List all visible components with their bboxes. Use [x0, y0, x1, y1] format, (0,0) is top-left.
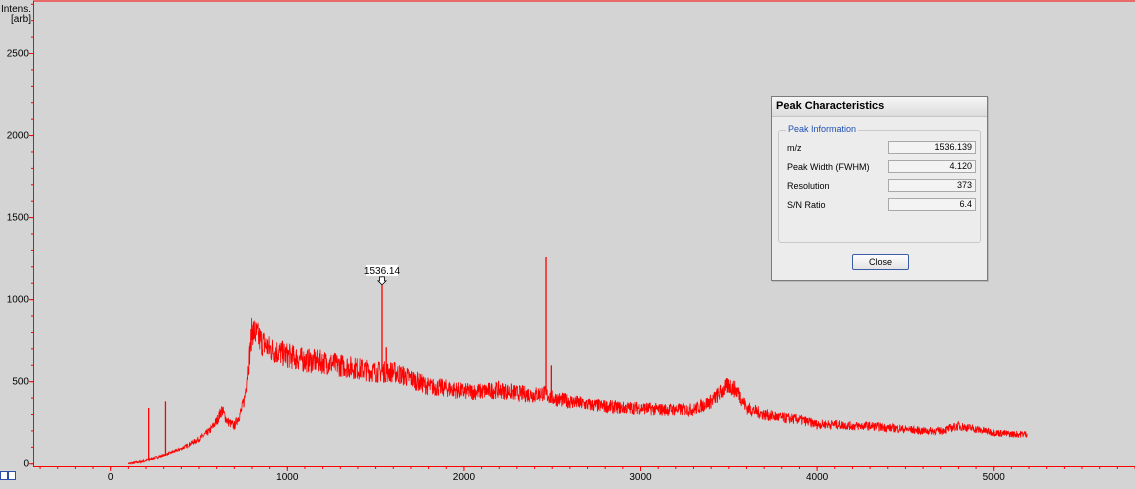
series-layer — [128, 257, 1027, 464]
x-tick-label: 2000 — [453, 472, 476, 483]
row-label: m/z — [787, 143, 802, 153]
group-title: Peak Information — [786, 124, 858, 134]
row-resolution: Resolution 373 — [787, 179, 977, 193]
peak-width-value-field: 4.120 — [888, 160, 976, 173]
y-axis-label-line2: [arb] — [11, 14, 31, 25]
y-tick-label: 500 — [12, 377, 29, 388]
sn-ratio-value-field: 6.4 — [888, 198, 976, 211]
corner-toggle-icon[interactable] — [0, 471, 16, 480]
x-tick-label: 1000 — [276, 472, 299, 483]
row-peak-width: Peak Width (FWHM) 4.120 — [787, 160, 977, 174]
x-tick-label: 5000 — [983, 472, 1006, 483]
y-tick-label: 1000 — [7, 295, 30, 306]
peak-label: 1536.14 — [364, 266, 401, 277]
peak-marker-icon — [378, 277, 386, 285]
x-tick-label: 4000 — [806, 472, 829, 483]
dialog-title: Peak Characteristics — [772, 97, 987, 117]
row-label: Resolution — [787, 181, 830, 191]
resolution-value-field: 373 — [888, 179, 976, 192]
x-tick-label: 0 — [108, 472, 114, 483]
close-button[interactable]: Close — [852, 254, 909, 270]
peak-information-group: Peak Information m/z 1536.139 Peak Width… — [778, 130, 981, 243]
peak-characteristics-dialog: Peak Characteristics Peak Information m/… — [771, 96, 988, 281]
peak-annotation: 1536.14 — [364, 265, 401, 285]
mz-value-field: 1536.139 — [888, 141, 976, 154]
spectrum-line — [128, 318, 1027, 464]
row-mz: m/z 1536.139 — [787, 141, 977, 155]
y-tick-label: 1500 — [7, 213, 30, 224]
row-label: Peak Width (FWHM) — [787, 162, 870, 172]
x-tick-label: 3000 — [629, 472, 652, 483]
y-tick-label: 2500 — [7, 49, 30, 60]
y-tick-label: 0 — [23, 459, 29, 470]
row-label: S/N Ratio — [787, 200, 826, 210]
row-sn-ratio: S/N Ratio 6.4 — [787, 198, 977, 212]
y-tick-label: 2000 — [7, 131, 30, 142]
